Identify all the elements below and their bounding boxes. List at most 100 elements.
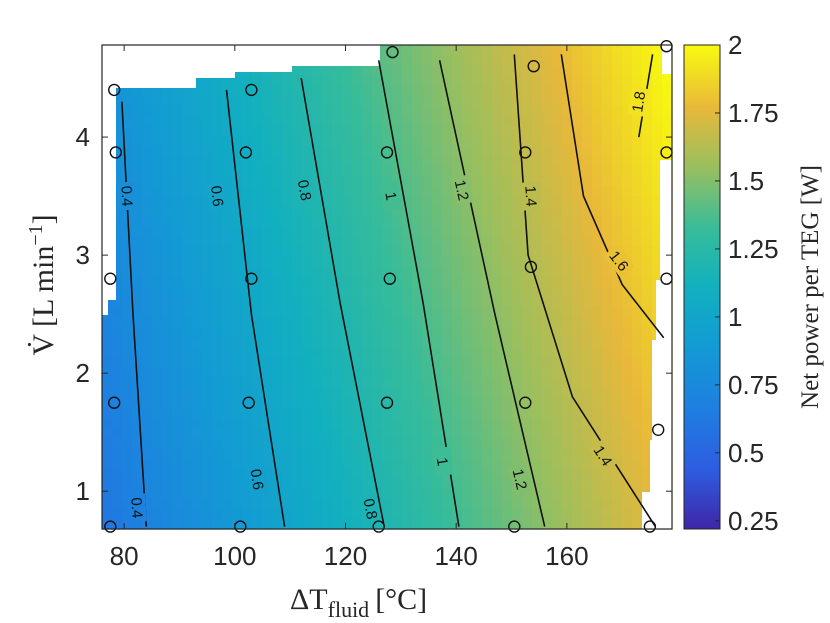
field-cell bbox=[182, 347, 193, 359]
field-cell bbox=[212, 387, 223, 399]
field-cell bbox=[352, 508, 363, 520]
field-cell bbox=[332, 387, 343, 399]
field-cell bbox=[372, 206, 383, 218]
field-cell bbox=[412, 508, 423, 520]
field-cell bbox=[342, 347, 353, 359]
field-cell bbox=[322, 216, 333, 228]
field-cell bbox=[542, 347, 553, 359]
field-cell bbox=[352, 317, 363, 328]
field-cell bbox=[182, 196, 193, 207]
field-cell bbox=[602, 287, 613, 298]
field-cell bbox=[182, 317, 193, 328]
field-cell bbox=[382, 276, 393, 288]
field-cell bbox=[362, 307, 373, 318]
field-cell bbox=[112, 397, 123, 409]
sample-point bbox=[380, 396, 394, 409]
field-cell bbox=[372, 317, 383, 328]
field-cell bbox=[352, 488, 363, 500]
field-cell bbox=[132, 155, 143, 167]
field-cell bbox=[552, 478, 563, 490]
field-cell bbox=[232, 327, 243, 339]
field-cell bbox=[302, 155, 313, 167]
field-cell bbox=[192, 256, 203, 268]
field-cell bbox=[212, 125, 223, 137]
field-cell bbox=[572, 297, 583, 308]
field-cell bbox=[512, 367, 523, 379]
field-cell bbox=[332, 176, 343, 187]
field-cell bbox=[472, 357, 483, 369]
field-cell bbox=[442, 236, 453, 248]
field-cell bbox=[202, 226, 213, 238]
field-cell bbox=[332, 448, 343, 460]
field-cell bbox=[232, 478, 243, 490]
field-cell bbox=[372, 347, 383, 359]
field-cell bbox=[512, 347, 523, 359]
field-cell bbox=[102, 357, 113, 369]
field-cell bbox=[332, 226, 343, 238]
field-cell bbox=[402, 65, 413, 76]
field-cell bbox=[202, 458, 213, 470]
field-cell bbox=[312, 307, 323, 318]
field-cell bbox=[192, 226, 203, 238]
field-cell bbox=[162, 397, 173, 409]
field-cell bbox=[612, 155, 623, 167]
field-cell bbox=[122, 216, 133, 228]
field-cell bbox=[362, 287, 373, 298]
field-cell bbox=[642, 226, 653, 238]
field-cell bbox=[622, 105, 633, 117]
field-cell bbox=[122, 468, 133, 480]
field-cell bbox=[602, 276, 613, 288]
field-cell bbox=[312, 65, 323, 76]
field-cell bbox=[352, 166, 363, 177]
field-cell bbox=[342, 176, 353, 187]
field-cell bbox=[642, 317, 653, 328]
field-cell bbox=[612, 196, 623, 207]
field-cell bbox=[632, 256, 643, 268]
field-cell bbox=[192, 397, 203, 409]
field-cell bbox=[242, 186, 253, 197]
field-cell bbox=[492, 428, 503, 439]
field-cell bbox=[462, 206, 473, 218]
field-cell bbox=[362, 408, 373, 419]
field-cell bbox=[132, 438, 143, 449]
field-cell bbox=[212, 95, 223, 107]
field-cell bbox=[172, 327, 183, 339]
field-cell bbox=[542, 337, 553, 349]
field-cell bbox=[402, 216, 413, 228]
field-cell bbox=[642, 367, 653, 379]
field-cell bbox=[192, 448, 203, 460]
field-cell bbox=[582, 367, 593, 379]
field-cell bbox=[602, 317, 613, 328]
field-cell bbox=[282, 125, 293, 137]
field-cell bbox=[452, 166, 463, 177]
field-cell bbox=[572, 508, 583, 520]
field-cell bbox=[122, 498, 133, 510]
field-cell bbox=[242, 287, 253, 298]
field-cell bbox=[142, 317, 153, 328]
field-cell bbox=[522, 135, 533, 147]
field-cell bbox=[582, 45, 593, 56]
field-cell bbox=[112, 166, 123, 177]
field-cell bbox=[392, 317, 403, 328]
field-cell bbox=[112, 196, 123, 207]
field-cell bbox=[372, 246, 383, 258]
field-cell bbox=[202, 206, 213, 218]
field-cell bbox=[282, 226, 293, 238]
field-cell bbox=[522, 327, 533, 339]
field-cell bbox=[642, 418, 653, 429]
field-cell bbox=[302, 256, 313, 268]
field-cell bbox=[622, 327, 633, 339]
field-cell bbox=[622, 196, 633, 207]
field-cell bbox=[492, 408, 503, 419]
field-cell bbox=[292, 85, 303, 97]
field-cell bbox=[592, 297, 603, 308]
field-cell bbox=[122, 337, 133, 349]
field-cell bbox=[242, 367, 253, 379]
field-cell bbox=[522, 166, 533, 177]
field-cell bbox=[432, 518, 443, 530]
field-cell bbox=[592, 327, 603, 339]
field-cell bbox=[532, 377, 543, 389]
field-cell bbox=[422, 518, 433, 530]
field-cell bbox=[172, 236, 183, 248]
field-cell bbox=[282, 478, 293, 490]
